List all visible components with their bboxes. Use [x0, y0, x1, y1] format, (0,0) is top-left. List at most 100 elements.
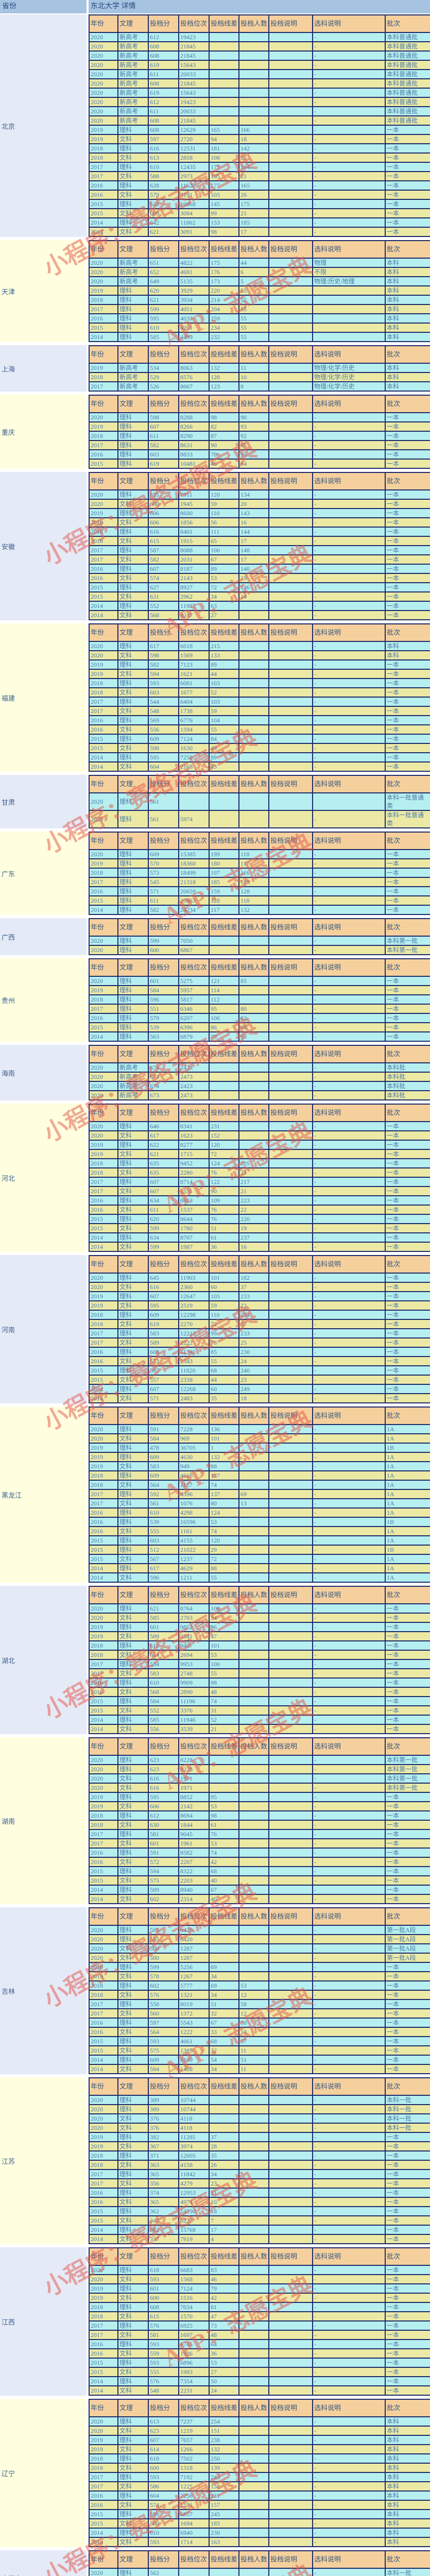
table-cell: 568 — [148, 1687, 179, 1697]
table-row: 2016 文科 365 4974 10- 一本 — [89, 2197, 430, 2207]
table-cell: 10481 — [178, 459, 210, 469]
table-cell: 理科 — [117, 2490, 149, 2501]
table-cell — [238, 2132, 269, 2142]
column-header: 批次 — [385, 2077, 430, 2096]
column-header: 投档说明 — [268, 14, 313, 33]
table-cell: 18360 — [178, 858, 210, 869]
table-cell: - — [312, 678, 386, 688]
table-cell — [268, 1004, 313, 1014]
table-row: 2019 文科 594 1621 44- 一本 — [89, 669, 430, 679]
table-cell: - — [312, 976, 386, 986]
table-cell: 61 — [209, 1232, 239, 1243]
table-cell — [268, 2141, 313, 2151]
column-header: 文理 — [117, 623, 149, 642]
table-cell: - — [312, 554, 386, 565]
column-header: 选科说明 — [312, 623, 386, 642]
table-cell: 2019 — [89, 508, 118, 518]
table-cell: 2014 — [89, 2385, 118, 2396]
column-header: 投档人数 — [238, 1045, 269, 1063]
table-cell: 2020 — [89, 1603, 118, 1614]
table-cell: 文科 — [117, 2234, 149, 2244]
table-cell — [238, 1894, 269, 1904]
column-header: 投档人数 — [238, 1907, 269, 1926]
table-header-row: 年份 文理 投档分 投档位次 投档线差 投档人数 投档说明 选科说明 批次 — [89, 1104, 430, 1122]
table-cell: 116 — [238, 868, 269, 878]
column-header: 投档人数 — [238, 2550, 269, 2569]
table-cell: 2020 — [89, 976, 118, 986]
table-cell — [238, 1072, 269, 1082]
table-cell — [268, 1232, 313, 1243]
table-cell: 文科 — [117, 1337, 149, 1348]
table-cell: 3539 — [178, 1724, 210, 1734]
table-row: 2020 文科 623 1219 151- 本科 — [89, 2426, 430, 2436]
table-cell: 2016 — [89, 1356, 118, 1366]
table-row: 2017 理科 607 8714 122 217- 一本 — [89, 1177, 430, 1187]
table-cell: 245 — [209, 2509, 239, 2519]
table-row: 2014 理科 617 4629 88-1A — [89, 1563, 430, 1573]
province-cell: 甘肃 — [0, 775, 87, 828]
table-cell: 101 — [209, 1273, 239, 1283]
table-cell: 1A — [385, 1554, 430, 1564]
column-header: 投档位次 — [178, 1406, 210, 1425]
table-cell: 6223 — [178, 2215, 210, 2226]
table-row: 2014 理科 610 6940 230- 本科 — [89, 2528, 430, 2538]
table-cell: 151 — [209, 2426, 239, 2436]
column-header: 投档线差 — [209, 2077, 239, 2096]
table-cell: 144 — [238, 527, 269, 537]
table-cell: 5957 — [178, 985, 210, 995]
table-cell: 2016 — [89, 313, 118, 324]
table-cell: 2019 — [89, 1622, 118, 1632]
table-cell: 561 — [148, 810, 179, 828]
table-cell — [238, 1622, 269, 1632]
table-cell: 601 — [148, 1838, 179, 1849]
table-cell: 一本 — [385, 2225, 430, 2235]
table-cell: 142 — [238, 143, 269, 154]
column-header: 投档分 — [148, 14, 179, 33]
table-cell: 389 — [148, 2104, 179, 2114]
table-cell: 50 — [209, 2376, 239, 2386]
table-cell: 674 — [148, 1081, 179, 1091]
table-cell: 新高考 — [117, 1072, 149, 1082]
table-cell: 76 — [209, 1214, 239, 1224]
table-cell: 2015 — [89, 582, 118, 592]
table-cell: 2519 — [178, 1300, 210, 1311]
table-cell: - — [312, 1223, 386, 1233]
table-cell — [268, 1613, 313, 1623]
table-cell: 2014 — [89, 761, 118, 772]
table-cell: 一本 — [385, 489, 430, 500]
table-cell — [268, 2518, 313, 2529]
table-cell: 2020 — [89, 2104, 118, 2114]
table-cell: 584 — [148, 985, 179, 995]
table-cell: 文科 — [117, 152, 149, 163]
table-cell: 56 — [209, 517, 239, 528]
table-cell: 2360 — [178, 1282, 210, 1292]
table-cell: 2020 — [89, 650, 118, 660]
table-cell: 理科 — [117, 1470, 149, 1481]
table-cell: - — [312, 1894, 386, 1904]
table-cell: 53 — [209, 2358, 239, 2368]
table-cell: 949 — [178, 1461, 210, 1471]
column-header: 年份 — [89, 958, 118, 977]
table-cell: 理科 — [117, 1980, 149, 1991]
table-cell: 177 — [209, 180, 239, 191]
table-cell: 8707 — [178, 1232, 210, 1243]
table-cell: - — [312, 2339, 386, 2349]
table-cell: 本科普通批 — [385, 50, 430, 61]
table-cell: 2142 — [178, 1801, 210, 1811]
table-cell — [238, 1507, 269, 1518]
table-cell: 2014 — [89, 1572, 118, 1583]
table-cell: 2020 — [89, 849, 118, 859]
table-cell: 2020 — [89, 258, 118, 268]
table-cell — [268, 1177, 313, 1187]
province-label: 安徽 — [2, 543, 15, 551]
table-cell: 理科 — [117, 431, 149, 441]
table-cell: 一本 — [385, 508, 430, 518]
table-cell: 文科 — [117, 706, 149, 716]
table-cell: 581 — [148, 2330, 179, 2340]
table-cell: 2473 — [178, 1072, 210, 1082]
table-cell: 理科 — [117, 1004, 149, 1014]
table-cell — [268, 2113, 313, 2124]
table-cell: 理科 — [117, 459, 149, 469]
table-cell: 238 — [209, 2435, 239, 2445]
table-cell: 一本 — [385, 1031, 430, 1042]
